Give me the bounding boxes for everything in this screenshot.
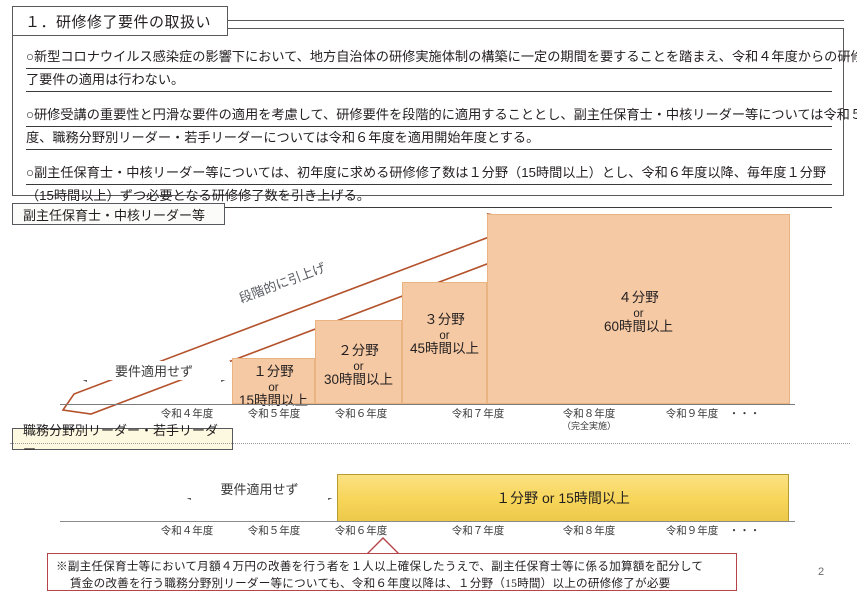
axis-year-upper-3: 令和７年度 xyxy=(434,408,522,420)
bar-lower-label: １分野 or 15時間以上 xyxy=(496,490,630,506)
axis-year-lower-2-label: 令和６年度 xyxy=(334,525,388,537)
bar-r6-hours: 30時間以上 xyxy=(323,372,394,387)
bar-r7: ３分野 or 45時間以上 xyxy=(402,282,487,404)
bullet-item-3: ○副主任保育士・中核リーダー等については、初年度に求める研修修了数は１分野（15… xyxy=(26,162,832,208)
bar-r7-hours: 45時間以上 xyxy=(409,341,480,356)
bar-r5-hours: 15時間以上 xyxy=(238,393,309,408)
axis-year-upper-5-label: 令和９年度 ・・・ xyxy=(665,408,761,420)
category-label-shokumu: 職務分野別リーダー・若手リーダー xyxy=(12,423,233,457)
footnote-line-2: 賃金の改善を行う職務分野別リーダー等についても、令和６年度以降は、１分野（15時… xyxy=(70,577,671,590)
axis-year-lower-1-label: 令和５年度 xyxy=(247,525,301,537)
bullet-3-line-1: ○副主任保育士・中核リーダー等については、初年度に求める研修修了数は１分野（15… xyxy=(26,162,832,185)
axis-year-upper-1: 令和５年度 xyxy=(230,408,318,420)
bar-r7-or: or xyxy=(439,330,450,342)
bar-r8-hours: 60時間以上 xyxy=(603,319,674,334)
step-chart-fukushunin: 段階的に引上げ １分野 or 15時間以上 ２分野 or 30時間以上 xyxy=(0,196,857,426)
category-label-fukushunin: 副主任保育士・中核リーダー等 xyxy=(12,203,225,225)
bullet-2-line-2: 度、職務分野別リーダー・若手リーダーについては令和６年度を適用開始年度とする。 xyxy=(26,127,832,150)
no-requirement-span-upper: 要件適用せず xyxy=(78,361,230,385)
section1-header-rule xyxy=(228,20,844,21)
bar-r6-field: ２分野 xyxy=(338,343,379,358)
axis-year-upper-5: 令和９年度 ・・・ xyxy=(663,408,763,420)
bar-r5-field: １分野 xyxy=(253,364,294,379)
axis-year-upper-2-label: 令和６年度 xyxy=(334,408,388,420)
axis-year-lower-2: 令和６年度 xyxy=(317,525,405,537)
axis-year-lower-5-label: 令和９年度 ・・・ xyxy=(665,525,761,537)
axis-year-lower-3: 令和７年度 xyxy=(434,525,522,537)
chart1-axis-line xyxy=(60,404,795,405)
no-requirement-label-lower: 要件適用せず xyxy=(182,479,337,498)
section1-bullet-list: ○新型コロナウイルス感染症の影響下において、地方自治体の研修実施体制の構築に一定… xyxy=(26,46,857,220)
bar-r5: １分野 or 15時間以上 xyxy=(232,358,315,408)
bar-r6: ２分野 or 30時間以上 xyxy=(315,320,402,404)
footnote-box: ※副主任保育士等において月額４万円の改善を行う者を１人以上確保したうえで、副主任… xyxy=(47,553,737,591)
footnote-line-1: ※副主任保育士等において月額４万円の改善を行う者を１人以上確保したうえで、副主任… xyxy=(56,560,704,573)
page-number: 2 xyxy=(818,566,825,578)
bar-r5-or: or xyxy=(268,382,279,394)
bullet-3-line-2: （15時間以上）ずつ必要となる研修修了数を引き上げる。 xyxy=(26,185,832,208)
bar-r8-r9: ４分野 or 60時間以上 xyxy=(487,214,790,404)
axis-year-upper-4-note: （完全実施） xyxy=(561,421,616,431)
no-requirement-label-upper: 要件適用せず xyxy=(78,361,230,380)
bullet-item-2: ○研修受講の重要性と円滑な要件の適用を考慮して、研修要件を段階的に適用することと… xyxy=(26,104,857,150)
bar-r8-field: ４分野 xyxy=(618,290,659,305)
axis-year-upper-4-label: 令和８年度 xyxy=(562,408,616,420)
divider-dashed-upper xyxy=(10,443,850,444)
bar-r7-field: ３分野 xyxy=(424,312,465,327)
axis-year-lower-0: 令和４年度 xyxy=(143,525,231,537)
axis-year-upper-4: 令和８年度 （完全実施） xyxy=(545,408,633,432)
axis-year-lower-5: 令和９年度 ・・・ xyxy=(663,525,763,537)
bullet-2-line-1: ○研修受講の重要性と円滑な要件の適用を考慮して、研修要件を段階的に適用することと… xyxy=(26,104,857,127)
bullet-item-1: ○新型コロナウイルス感染症の影響下において、地方自治体の研修実施体制の構築に一定… xyxy=(26,46,857,92)
bullet-1-line-2: 了要件の適用は行わない。 xyxy=(26,69,832,92)
bar-r8-or: or xyxy=(633,308,644,320)
no-requirement-span-lower: 要件適用せず xyxy=(182,479,337,503)
chart2-axis-line xyxy=(60,521,795,522)
axis-year-lower-3-label: 令和７年度 xyxy=(451,525,505,537)
bar-r6-or: or xyxy=(353,361,364,373)
axis-year-upper-2: 令和６年度 xyxy=(317,408,405,420)
axis-year-upper-0-label: 令和４年度 xyxy=(160,408,214,420)
bar-lower-r6-onward: １分野 or 15時間以上 xyxy=(337,474,789,522)
axis-year-upper-1-label: 令和５年度 xyxy=(247,408,301,420)
axis-year-upper-0: 令和４年度 xyxy=(143,408,231,420)
bullet-1-line-1: ○新型コロナウイルス感染症の影響下において、地方自治体の研修実施体制の構築に一定… xyxy=(26,46,857,69)
axis-year-upper-3-label: 令和７年度 xyxy=(451,408,505,420)
axis-year-lower-4-label: 令和８年度 xyxy=(562,525,616,537)
section1-box xyxy=(12,28,844,196)
axis-year-lower-1: 令和５年度 xyxy=(230,525,318,537)
section1-title: １．研修修了要件の取扱い xyxy=(12,6,228,36)
axis-year-lower-0-label: 令和４年度 xyxy=(160,525,214,537)
axis-year-lower-4: 令和８年度 xyxy=(545,525,633,537)
